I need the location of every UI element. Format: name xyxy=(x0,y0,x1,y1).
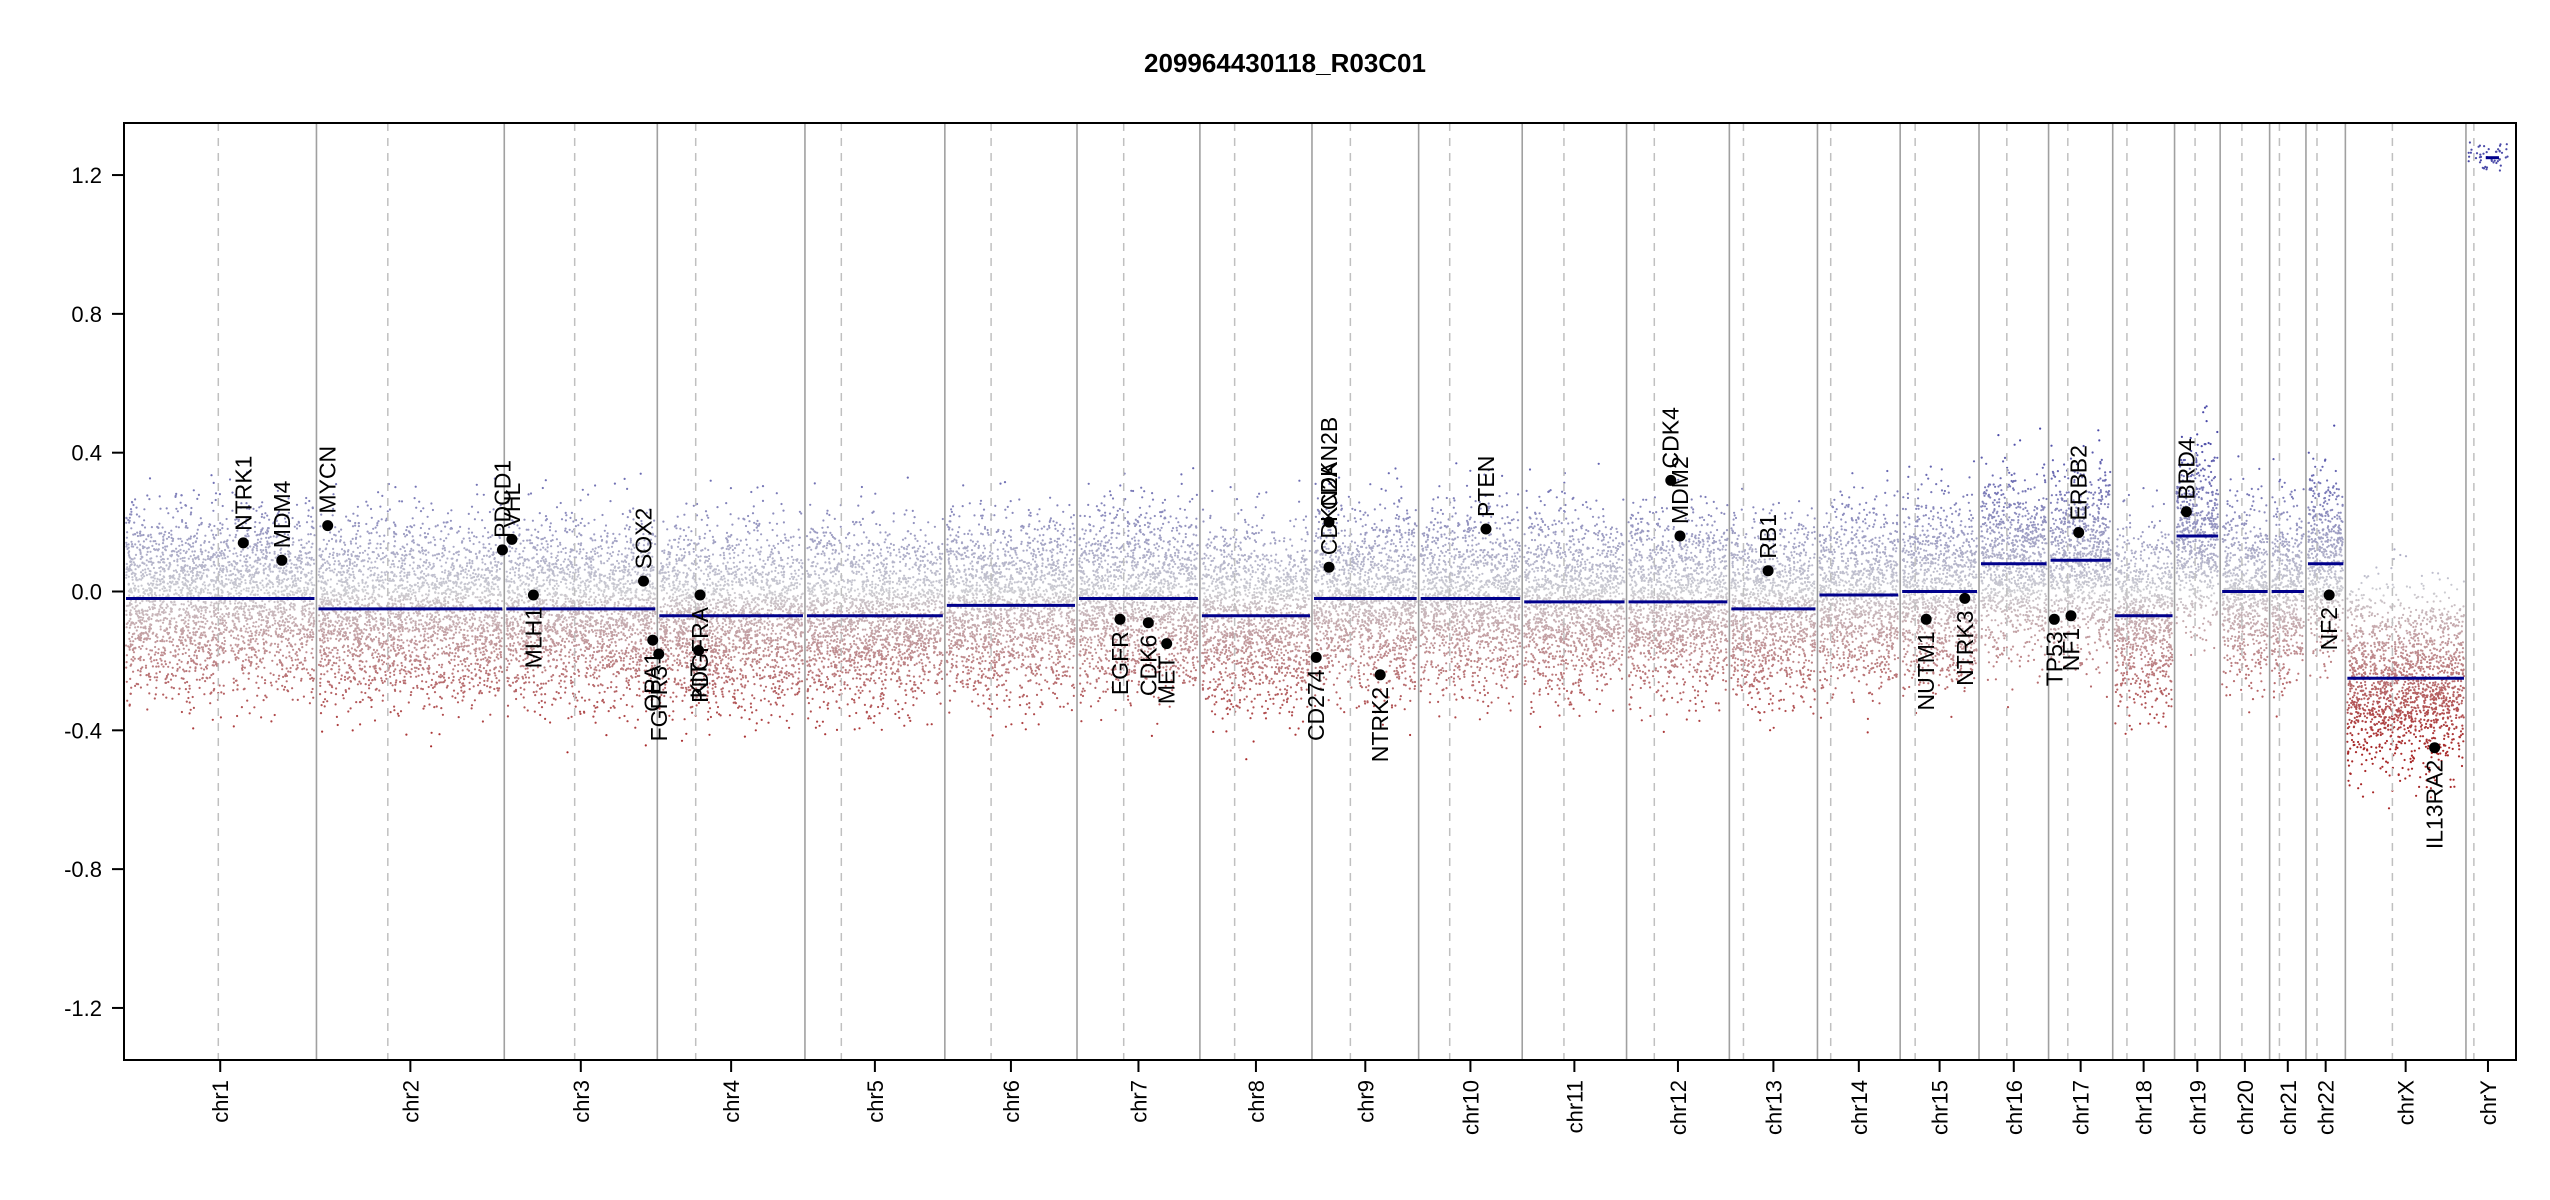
gene-label-PDGFRA: PDGFRA xyxy=(687,606,713,703)
chr-label-chr11: chr11 xyxy=(1562,1080,1587,1133)
y-tick-label: -1.2 xyxy=(64,996,102,1021)
gene-label-NTRK1: NTRK1 xyxy=(230,456,256,531)
y-tick-label: 0.4 xyxy=(71,441,102,466)
gene-point-FGFR3 xyxy=(653,649,664,660)
y-tick-label: -0.4 xyxy=(64,718,102,743)
chr-label-chr21: chr21 xyxy=(2276,1080,2301,1135)
chr-label-chr12: chr12 xyxy=(1666,1080,1691,1135)
gene-point-CDK6 xyxy=(1143,617,1154,628)
y-tick-label: 0.0 xyxy=(71,580,102,605)
gene-label-PTEN: PTEN xyxy=(1473,456,1499,517)
probe-group-chr21 xyxy=(2271,458,2305,718)
chr-label-chr14: chr14 xyxy=(1847,1080,1872,1135)
gene-point-PDCD1 xyxy=(497,544,508,555)
chr-label-chr1: chr1 xyxy=(208,1080,233,1123)
gene-point-MDM4 xyxy=(276,555,287,566)
gene-point-IL13RA2 xyxy=(2429,742,2440,753)
chr-label-chr22: chr22 xyxy=(2314,1080,2339,1135)
probe-group-chr6 xyxy=(946,481,1076,737)
gene-point-CD274 xyxy=(1311,652,1322,663)
y-axis: -1.2 -0.8 -0.4 0.0 0.4 0.8 1.2 xyxy=(64,163,124,1021)
chart-title: 209964430118_R03C01 xyxy=(1144,48,1426,78)
chr-label-chrY: chrY xyxy=(2476,1080,2501,1126)
probe-group-chr2 xyxy=(318,478,504,748)
gene-point-CDKN2B xyxy=(1324,517,1335,528)
probe-group-chr4 xyxy=(658,480,804,742)
gene-label-SOX2: SOX2 xyxy=(631,508,657,569)
chr-label-chr13: chr13 xyxy=(1761,1080,1786,1135)
gene-point-NTRK2 xyxy=(1375,669,1386,680)
gene-label-MDM2: MDM2 xyxy=(1667,456,1693,524)
gene-label-CDKN2B: CDKN2B xyxy=(1316,417,1342,510)
probe-group-chr11 xyxy=(1523,463,1626,728)
gene-point-BRD4 xyxy=(2181,506,2192,517)
gene-point-CDKN2A xyxy=(1324,562,1335,573)
chr-label-chr18: chr18 xyxy=(2132,1080,2157,1135)
gene-point-MDM2 xyxy=(1675,531,1686,542)
probe-group-chr18 xyxy=(2114,487,2174,735)
chr-label-chr10: chr10 xyxy=(1458,1080,1483,1135)
gene-point-VHL xyxy=(506,534,517,545)
gene-label-NTRK2: NTRK2 xyxy=(1367,687,1393,762)
chr-label-chr4: chr4 xyxy=(719,1080,744,1123)
gene-label-MYCN: MYCN xyxy=(315,446,341,514)
gene-label-NUTM1: NUTM1 xyxy=(1913,631,1939,710)
gene-label-RB1: RB1 xyxy=(1755,514,1781,559)
chr-label-chrX: chrX xyxy=(2394,1080,2419,1126)
chr-label-chr6: chr6 xyxy=(999,1080,1024,1123)
probe-group-chr10 xyxy=(1420,462,1522,720)
chr-label-chr2: chr2 xyxy=(398,1080,423,1123)
gene-point-RB1 xyxy=(1763,565,1774,576)
chr-label-chr17: chr17 xyxy=(2069,1080,2094,1135)
chr-label-chr9: chr9 xyxy=(1353,1080,1378,1123)
gene-point-EGFR xyxy=(1115,614,1126,625)
gene-point-SOX2 xyxy=(638,576,649,587)
gene-point-NF1 xyxy=(2066,610,2077,621)
gene-label-MDM4: MDM4 xyxy=(269,480,295,548)
chr-label-chr3: chr3 xyxy=(569,1080,594,1123)
chr-label-chr7: chr7 xyxy=(1126,1080,1151,1123)
gene-point-PDGFRA xyxy=(695,590,706,601)
gene-label-NF2: NF2 xyxy=(2316,607,2342,650)
chr-label-chr19: chr19 xyxy=(2185,1080,2210,1135)
y-tick-label: 0.8 xyxy=(71,302,102,327)
gene-point-NUTM1 xyxy=(1921,614,1932,625)
gene-point-MYCN xyxy=(322,520,333,531)
gene-label-ERBB2: ERBB2 xyxy=(2066,445,2092,520)
gene-label-EGFR: EGFR xyxy=(1107,631,1133,695)
gene-point-MLH1 xyxy=(528,590,539,601)
gene-label-MLH1: MLH1 xyxy=(520,607,546,668)
gene-label-IL13RA2: IL13RA2 xyxy=(2422,760,2448,850)
y-tick-label: -0.8 xyxy=(64,857,102,882)
probe-group-chr8 xyxy=(1201,480,1311,761)
chr-label-chr8: chr8 xyxy=(1244,1080,1269,1123)
gene-label-VHL: VHL xyxy=(499,482,525,527)
gene-point-NTRK3 xyxy=(1959,593,1970,604)
chr-label-chr16: chr16 xyxy=(2002,1080,2027,1135)
gene-point-PTEN xyxy=(1481,524,1492,535)
gene-label-NTRK3: NTRK3 xyxy=(1952,610,1978,685)
probe-group-chr20 xyxy=(2221,455,2269,713)
gene-label-MET: MET xyxy=(1154,656,1180,705)
probe-group-chr16 xyxy=(1980,428,2048,709)
y-tick-label: 1.2 xyxy=(71,163,102,188)
gene-point-OPA1 xyxy=(647,635,658,646)
gene-label-BRD4: BRD4 xyxy=(2173,438,2199,500)
gene-point-NF2 xyxy=(2324,590,2335,601)
gene-point-NTRK1 xyxy=(238,537,249,548)
gene-point-ERBB2 xyxy=(2073,527,2084,538)
gene-point-MET xyxy=(1161,638,1172,649)
gene-label-NF1: NF1 xyxy=(2058,628,2084,671)
gene-point-TP53 xyxy=(2049,614,2060,625)
chr-label-chr5: chr5 xyxy=(863,1080,888,1123)
chr-label-chr20: chr20 xyxy=(2233,1080,2258,1135)
gene-label-FGFR3: FGFR3 xyxy=(646,666,672,741)
probe-group-chr5 xyxy=(806,477,944,736)
x-axis: chr1 chr2 chr3 chr4 chr5 chr6 chr7 chr8 chr9 chr1… xyxy=(208,1060,2501,1135)
gene-label-CD274: CD274 xyxy=(1303,669,1329,741)
chr-label-chr15: chr15 xyxy=(1928,1080,1953,1135)
